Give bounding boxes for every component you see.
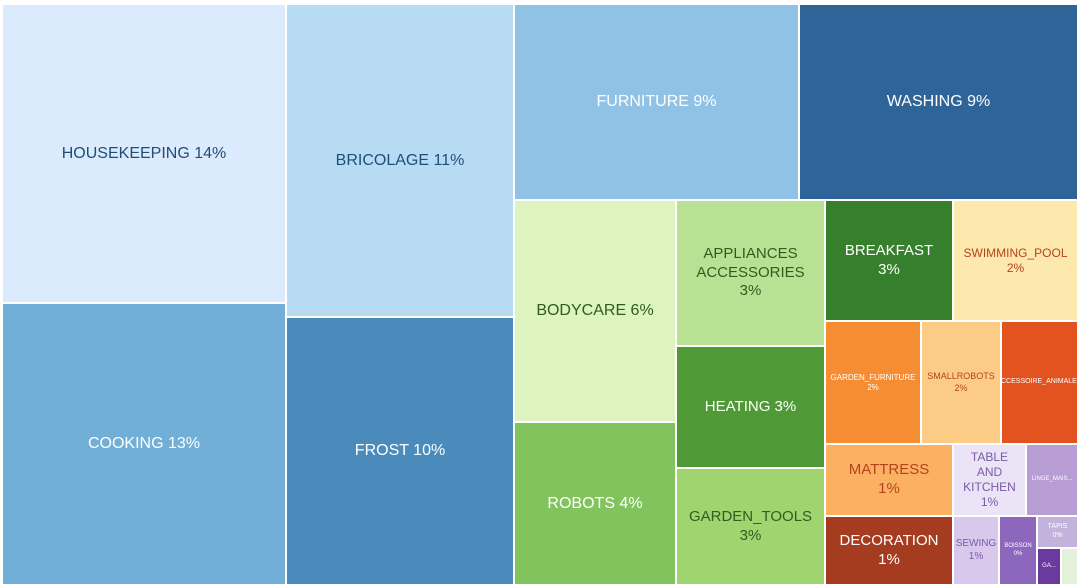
treemap-tile: GA...: [1037, 548, 1061, 585]
treemap-tile-label: FURNITURE 9%: [596, 92, 716, 112]
treemap-tile: BODYCARE 6%: [514, 200, 676, 422]
treemap-tile-label: WASHING 9%: [887, 92, 990, 112]
treemap-tile-label: SMALLROBOTS 2%: [927, 371, 995, 394]
treemap-tile: TABLE AND KITCHEN 1%: [953, 444, 1026, 516]
treemap-tile: TAPIS 0%: [1037, 516, 1078, 548]
treemap-tile: GARDEN_FURNITURE 2%: [825, 321, 921, 444]
treemap-tile: WASHING 9%: [799, 4, 1078, 200]
treemap-tile-label: HOUSEKEEPING 14%: [62, 144, 227, 164]
treemap-tile-label: FROST 10%: [355, 441, 445, 461]
treemap-tile-label: SWIMMING_POOL 2%: [963, 246, 1067, 276]
treemap-tile: SWIMMING_POOL 2%: [953, 200, 1078, 321]
treemap-tile-label: COOKING 13%: [88, 434, 200, 454]
treemap-tile: GARDEN_TOOLS 3%: [676, 468, 825, 585]
treemap-tile-label: GA...: [1042, 563, 1056, 571]
treemap-tile-label: ROBOTS 4%: [547, 494, 642, 514]
treemap-tile: DECORATION 1%: [825, 516, 953, 585]
treemap-tile: LINGE_MAIS...: [1026, 444, 1078, 516]
treemap-tile-label: LINGE_MAIS...: [1031, 476, 1072, 484]
treemap-tile-label: TABLE AND KITCHEN 1%: [963, 450, 1016, 510]
treemap-tile-label: SEWING 1%: [956, 538, 997, 563]
treemap-tile: SEWING 1%: [953, 516, 999, 585]
treemap-tile: FURNITURE 9%: [514, 4, 799, 200]
treemap-tile: BOISSON 0%: [999, 516, 1037, 585]
treemap-tile: APPLIANCES ACCESSORIES 3%: [676, 200, 825, 346]
treemap-tile-label: ACCESSOIRE_ANIMALE...: [1001, 378, 1078, 387]
treemap-tile-label: HEATING 3%: [705, 398, 796, 417]
treemap-tile-label: BREAKFAST 3%: [845, 242, 933, 280]
treemap-tile: BREAKFAST 3%: [825, 200, 953, 321]
treemap-tile: [1061, 548, 1078, 585]
treemap-tile-label: BODYCARE 6%: [536, 301, 653, 321]
treemap-tile-label: GARDEN_TOOLS 3%: [689, 508, 812, 546]
treemap-tile-label: DECORATION 1%: [840, 532, 939, 570]
treemap-tile-label: TAPIS 0%: [1048, 523, 1068, 541]
treemap-tile: BRICOLAGE 11%: [286, 4, 514, 317]
treemap-tile: ACCESSOIRE_ANIMALE...: [1001, 321, 1078, 444]
treemap-tile-label: BRICOLAGE 11%: [336, 151, 465, 171]
treemap-tile-label: APPLIANCES ACCESSORIES 3%: [696, 245, 804, 301]
treemap-tile: HOUSEKEEPING 14%: [2, 4, 286, 303]
treemap-tile: MATTRESS 1%: [825, 444, 953, 516]
treemap-tile: COOKING 13%: [2, 303, 286, 585]
treemap-tile: ROBOTS 4%: [514, 422, 676, 585]
treemap-tile-label: MATTRESS 1%: [849, 461, 930, 499]
treemap-tile-label: BOISSON 0%: [1004, 543, 1031, 558]
treemap-tile: FROST 10%: [286, 317, 514, 585]
treemap-tile: SMALLROBOTS 2%: [921, 321, 1001, 444]
treemap-tile: HEATING 3%: [676, 346, 825, 468]
treemap-chart: HOUSEKEEPING 14% BRICOLAGE 11% FURNITURE 9…: [0, 0, 1080, 588]
treemap-tile-label: GARDEN_FURNITURE 2%: [831, 373, 916, 393]
